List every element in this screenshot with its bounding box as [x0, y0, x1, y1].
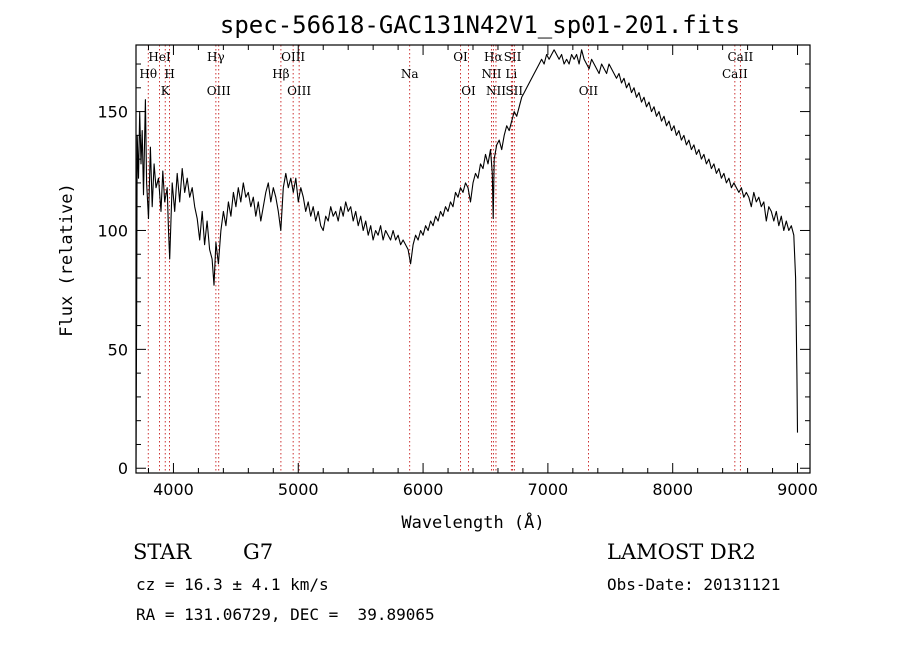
line-marker-label: CaII — [727, 50, 753, 64]
x-axis-label: Wavelength (Å) — [401, 511, 544, 533]
line-marker-label: Na — [401, 67, 419, 81]
line-marker-label: OIII — [207, 84, 231, 98]
line-marker-label: OIII — [287, 84, 311, 98]
line-marker-label: SII — [504, 50, 522, 64]
x-tick-label: 7000 — [528, 480, 569, 499]
line-marker-label: H — [164, 67, 174, 81]
y-tick-label: 50 — [108, 340, 128, 359]
y-axis-ticks: 0 50 100 150 — [97, 63, 810, 478]
line-marker-label: Hβ — [272, 67, 289, 81]
line-marker-label: OII — [579, 84, 599, 98]
x-tick-label: 4000 — [153, 480, 194, 499]
x-tick-label: 9000 — [777, 480, 818, 499]
plot-frame — [135, 44, 811, 474]
line-marker-label: Li — [505, 67, 517, 81]
x-tick-label: 6000 — [403, 480, 444, 499]
y-axis-label: Flux (relative) — [57, 183, 77, 337]
line-marker-label: Hθ — [139, 67, 157, 81]
object-class: STAR — [133, 540, 192, 564]
y-tick-label: 150 — [97, 103, 128, 122]
sky-coordinates: RA = 131.06729, DEC = 39.89065 — [136, 605, 435, 624]
chart-title: spec-56618-GAC131N42V1_sp01-201.fits — [220, 11, 740, 39]
spectrum-series-line — [135, 49, 799, 469]
line-marker-label: CaII — [722, 67, 748, 81]
x-axis-ticks: 4000 5000 6000 7000 8000 9000 — [147, 45, 818, 499]
x-tick-label: 5000 — [278, 480, 319, 499]
y-tick-label: 0 — [118, 459, 128, 478]
redshift-velocity: cz = 16.3 ± 4.1 km/s — [136, 575, 329, 594]
line-marker-label: NII — [481, 67, 501, 81]
line-marker-label: SII — [505, 84, 523, 98]
line-marker-label: K — [161, 84, 171, 98]
line-marker-label: Hα — [484, 50, 503, 64]
line-marker-label: OI — [453, 50, 468, 64]
x-tick-label: 8000 — [652, 480, 693, 499]
survey-name: LAMOST DR2 — [607, 540, 756, 564]
line-marker-label: OI — [461, 84, 476, 98]
line-marker-label: HeI — [148, 50, 171, 64]
line-marker-label: OIII — [281, 50, 305, 64]
y-tick-label: 100 — [97, 221, 128, 240]
observation-date: Obs-Date: 20131121 — [607, 575, 781, 594]
line-marker-label: NII — [486, 84, 506, 98]
emission-line-markers: Hθ HeI KH Hγ OIII Hβ OIII OIII Na OI OI NII Hα NII Li S… — [139, 45, 754, 473]
object-subclass: G7 — [243, 540, 274, 564]
line-marker-label: Hγ — [207, 50, 225, 64]
